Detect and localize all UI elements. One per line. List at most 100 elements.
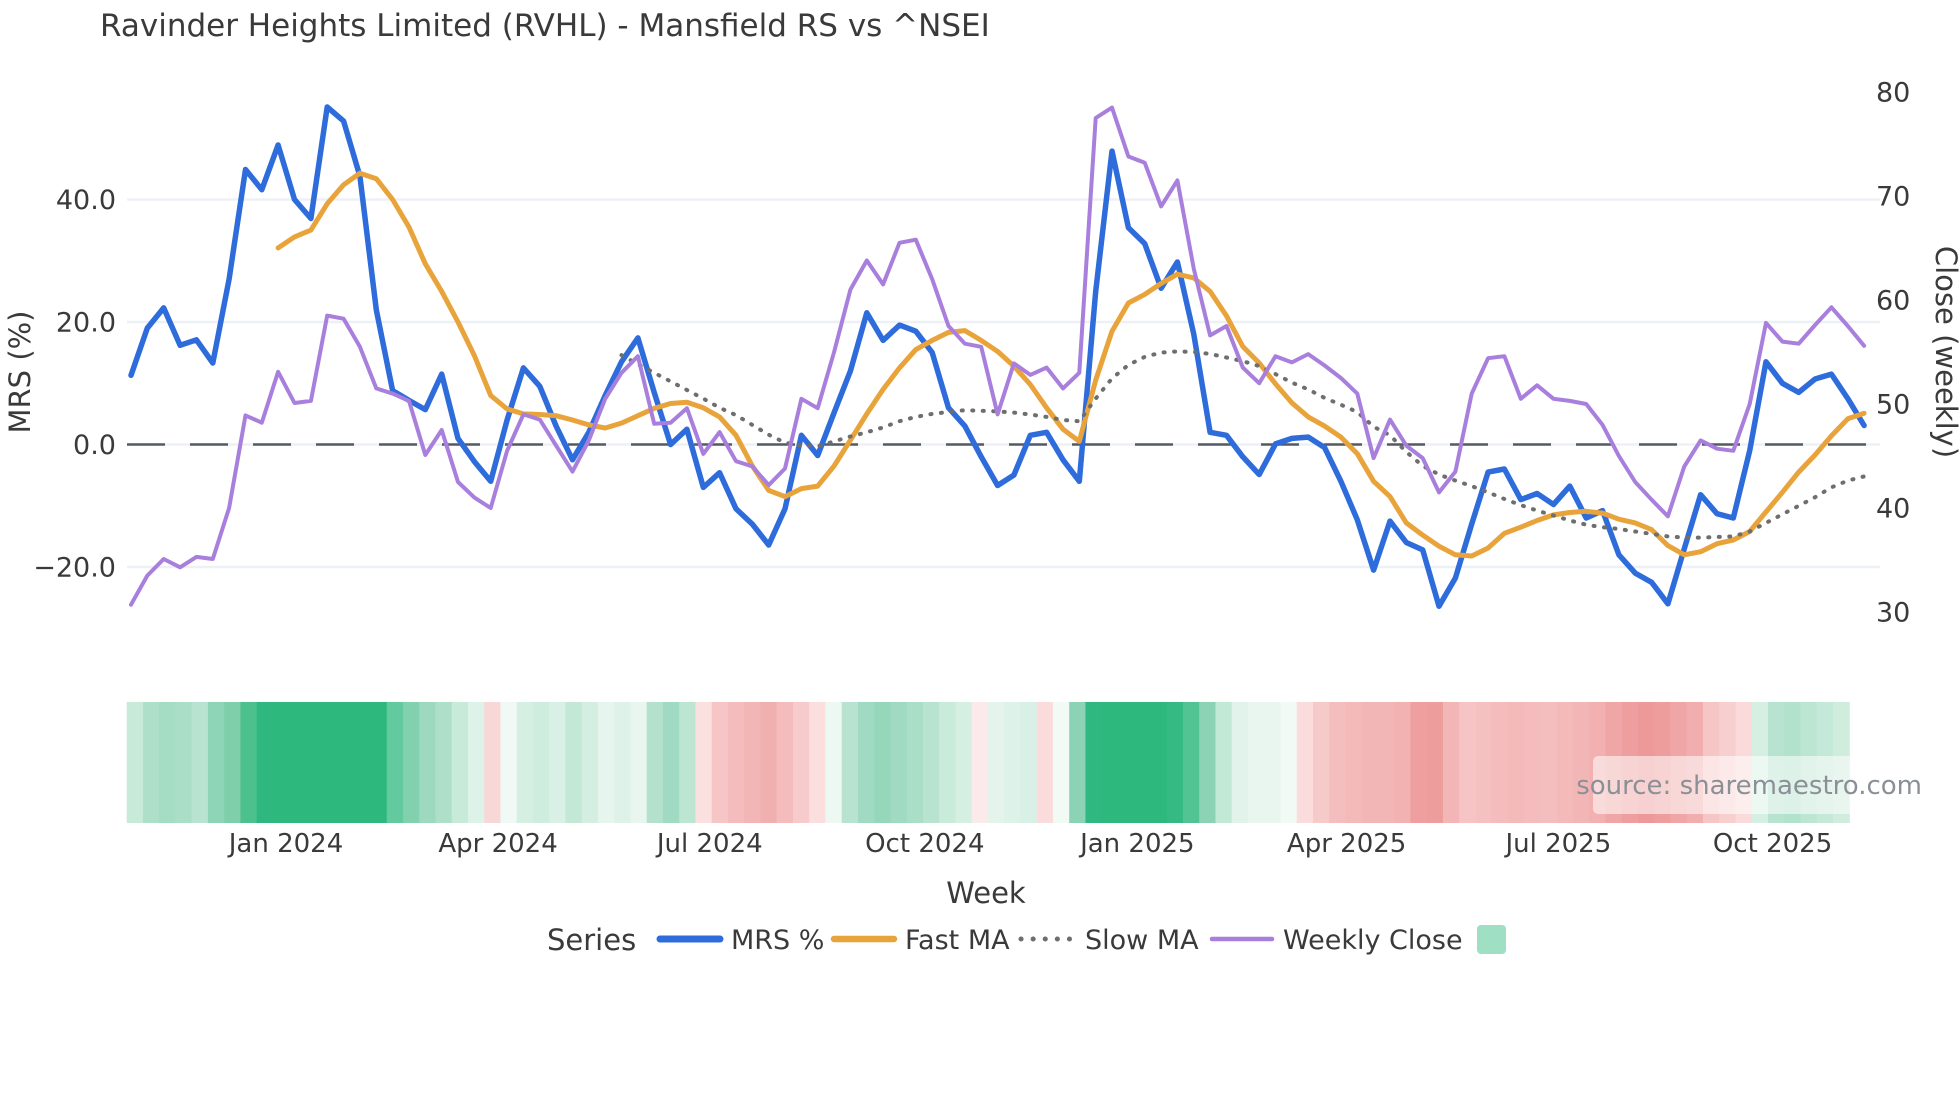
heatmap-cell [857,702,875,823]
heatmap-cell [516,702,534,823]
heatmap-cell [1312,702,1330,823]
heatmap-cell [386,702,404,823]
right-axis-ticks: 80 70 60 50 40 30 [1876,78,1910,629]
heatmap-cell [727,702,745,823]
chart-title: Ravinder Heights Limited (RVHL) - Mansfi… [100,8,990,44]
heatmap-cell [484,702,502,823]
heatmap-cell [321,702,339,823]
heatmap-cell [597,702,615,823]
heatmap-cell [1556,702,1574,823]
heatmap-cell [142,702,160,823]
heatmap-cell [159,702,177,823]
heatmap-cell [532,702,550,823]
heatmap-cell [955,702,973,823]
heatmap-cell [1572,702,1590,823]
x-tick-label: Oct 2024 [865,829,984,859]
series-lines [128,104,1867,609]
heatmap-cell [1280,702,1298,823]
right-tick-label: 80 [1876,78,1910,109]
heatmap-cell [565,702,583,823]
heatmap-cell [662,702,680,823]
right-tick-label: 40 [1876,494,1910,525]
heatmap-cell [256,702,274,823]
heatmap-cell [1020,702,1038,823]
heatmap-cell [939,702,957,823]
heatmap-cell [841,702,859,823]
heatmap-cell [1475,702,1493,823]
heatmap-cell [630,702,648,823]
heatmap-cell [1442,702,1460,823]
heatmap-cell [906,702,924,823]
heatmap-cell [1459,702,1477,823]
x-tick-label: Jul 2025 [1503,829,1611,859]
legend-label-mrs: MRS % [731,925,824,956]
heatmap-cell [207,702,225,823]
x-tick-label: Oct 2025 [1713,829,1832,859]
heatmap-cell [126,702,144,823]
right-tick-label: 50 [1876,390,1910,421]
heatmap-cell [402,702,420,823]
heatmap-cell [435,702,453,823]
left-tick-label: 20.0 [56,308,116,339]
heatmap-cell [1231,702,1249,823]
heatmap-cell [1182,702,1200,823]
source-watermark: source: sharemaestro.com [1576,756,1931,814]
heatmap-cell [1296,702,1314,823]
heatmap-cell [1394,702,1412,823]
heatmap-cell [337,702,355,823]
x-tick-label: Jul 2024 [655,829,763,859]
heatmap-cell [744,702,762,823]
heatmap-cell [890,702,908,823]
heatmap-cell [581,702,599,823]
heatmap-cell [1540,702,1558,823]
legend-label-fast-ma: Fast MA [905,925,1010,956]
legend-title: Series [547,923,636,957]
heatmap-cell [711,702,729,823]
heatmap-cell [874,702,892,823]
x-tick-label: Apr 2025 [1287,829,1406,859]
heatmap-cell [1215,702,1233,823]
heatmap-cell [809,702,827,823]
heatmap-cell [1085,702,1103,823]
heatmap-cell [1166,702,1184,823]
heatmap-cell [224,702,242,823]
heatmap-cell [1247,702,1265,823]
heatmap-cell [240,702,258,823]
x-axis-label: Week [946,876,1026,910]
x-tick-label: Apr 2024 [438,829,557,859]
heatmap-cell [1199,702,1217,823]
left-tick-label: 40.0 [56,185,116,216]
legend-label-weekly-close: Weekly Close [1283,925,1463,956]
heatmap-cell [1507,702,1525,823]
heatmap-cell [1377,702,1395,823]
gridlines [127,198,1880,569]
heatmap-legend-swatch [1477,925,1506,954]
heatmap-cell [825,702,843,823]
heatmap-cell [760,702,778,823]
heatmap-cell [646,702,664,823]
left-axis-label: MRS (%) [3,311,37,434]
x-tick-label: Jan 2024 [227,829,344,859]
heatmap-cell [354,702,372,823]
heatmap-cell [1410,702,1428,823]
heatmap-cell [1052,702,1070,823]
heatmap-cell [1345,702,1363,823]
series-fast-ma [275,170,1867,559]
heatmap-cell [614,702,632,823]
heatmap-cell [451,702,469,823]
heatmap-cell [776,702,794,823]
heatmap-cell [467,702,485,823]
heatmap-cell [289,702,307,823]
heatmap-cell [1101,702,1119,823]
legend-item-mrs: MRS % [656,925,824,956]
source-text: source: sharemaestro.com [1576,771,1922,801]
right-tick-label: 70 [1876,182,1910,213]
legend-label-slow-ma: Slow MA [1085,925,1199,956]
legend-item-fast-ma: Fast MA [830,925,1010,956]
heatmap-cell [1361,702,1379,823]
heatmap-cell [305,702,323,823]
heatmap-cell [175,702,193,823]
heatmap-cell [500,702,518,823]
